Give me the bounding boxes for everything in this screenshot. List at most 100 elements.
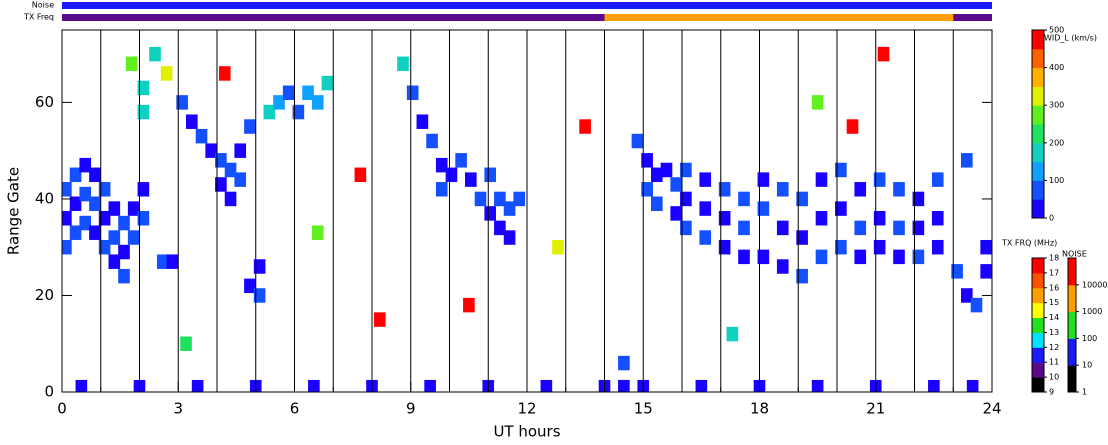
echo-cell xyxy=(738,249,750,265)
noise-bar-label: Noise xyxy=(32,1,54,10)
echo-cell xyxy=(699,201,712,216)
x-tick-label: 21 xyxy=(866,400,885,418)
echo-cell xyxy=(137,211,150,226)
echo-cell xyxy=(618,355,630,371)
echo-cell xyxy=(215,153,227,168)
echo-cell xyxy=(62,239,72,255)
y-tick-label: 20 xyxy=(35,286,54,304)
echo-cell xyxy=(854,220,867,236)
echo-cell xyxy=(321,75,334,91)
echo-cell xyxy=(484,167,496,183)
colorbar-cell xyxy=(1032,142,1044,163)
y-axis-label: Range Gate xyxy=(5,167,23,255)
echo-cell xyxy=(680,191,692,207)
echo-cell xyxy=(234,172,247,187)
echo-cell xyxy=(928,379,940,392)
echo-cell xyxy=(62,182,72,197)
colorbar-tick-label: 12 xyxy=(1049,343,1059,352)
echo-cell xyxy=(282,85,295,100)
echo-cell xyxy=(180,336,192,351)
colorbar-tick-label: 100 xyxy=(1082,334,1097,343)
echo-cell xyxy=(718,211,731,226)
echo-cell xyxy=(680,220,692,236)
echo-cell xyxy=(873,211,886,226)
echo-cell xyxy=(893,249,905,265)
echo-cell xyxy=(893,182,905,197)
echo-cell xyxy=(253,259,266,274)
echo-cell xyxy=(796,268,808,284)
echo-cell xyxy=(670,177,682,192)
colorbar-cell xyxy=(1032,105,1044,125)
echo-cell xyxy=(426,133,438,149)
echo-cell xyxy=(835,201,847,216)
echo-cell xyxy=(873,172,886,187)
echo-cell xyxy=(912,249,925,265)
colorbar-frame xyxy=(1031,29,1045,219)
colorbar-tick-label: 200 xyxy=(1049,138,1064,147)
echo-cell xyxy=(137,80,150,96)
colorbar-cell xyxy=(1032,124,1044,144)
echo-cell xyxy=(186,114,198,129)
echo-cell xyxy=(435,157,448,173)
echo-cell xyxy=(373,312,386,327)
echo-cell xyxy=(961,288,973,303)
echo-cell xyxy=(980,264,992,279)
echo-cell xyxy=(311,95,324,110)
echo-cell xyxy=(484,206,496,221)
echo-cell xyxy=(79,186,92,202)
echo-cell xyxy=(931,172,944,187)
echo-cell xyxy=(463,297,475,313)
echo-cell xyxy=(75,379,88,392)
colorbar-tick-label: 1 xyxy=(1082,388,1087,397)
echo-cell xyxy=(811,95,824,110)
echo-cell xyxy=(137,182,150,197)
echo-cell xyxy=(796,191,808,207)
echo-cell xyxy=(738,220,750,236)
echo-cell xyxy=(815,211,828,226)
echo-cell xyxy=(234,143,247,158)
echo-cell xyxy=(205,143,217,158)
echo-cell xyxy=(796,230,808,245)
echo-cell xyxy=(757,201,770,216)
tx-freq-bar-label: TX Freq xyxy=(23,13,54,22)
echo-cell xyxy=(98,211,111,226)
echo-cell xyxy=(651,167,663,183)
echo-cell xyxy=(397,56,409,72)
x-tick-label: 3 xyxy=(173,400,183,418)
echo-cell xyxy=(176,95,188,110)
echo-cell xyxy=(912,191,925,207)
echo-cell xyxy=(406,85,419,100)
echo-cell xyxy=(195,128,208,144)
echo-cell xyxy=(651,196,663,211)
echo-cell xyxy=(835,239,847,255)
colorbar-cell xyxy=(1032,30,1044,50)
colorbar-cell xyxy=(1032,258,1044,274)
echo-cell xyxy=(244,278,256,294)
echo-cell xyxy=(292,104,305,120)
echo-cell xyxy=(579,119,591,134)
echo-cell xyxy=(815,249,828,265)
echo-cell xyxy=(89,167,101,183)
colorbar-cell xyxy=(1032,180,1044,200)
echo-cell xyxy=(191,379,204,392)
echo-cell xyxy=(244,119,256,134)
echo-cell xyxy=(166,254,179,269)
colorbar-tick-label: 10 xyxy=(1049,373,1059,382)
x-tick-label: 24 xyxy=(982,400,1001,418)
echo-cell xyxy=(127,201,140,216)
echo-cell xyxy=(218,66,231,81)
x-tick-label: 15 xyxy=(634,400,653,418)
echo-cell xyxy=(540,379,553,392)
colorbar-title: TX FRQ (MHz) xyxy=(1001,239,1057,248)
tx-freq-bar-segment xyxy=(604,14,954,21)
colorbar-tick-label: 10 xyxy=(1082,361,1092,370)
colorbar-tick-label: 300 xyxy=(1049,101,1064,110)
echo-cell xyxy=(980,239,992,255)
echo-cell xyxy=(108,201,121,216)
echo-cell xyxy=(118,268,130,284)
colorbar-tick-label: 16 xyxy=(1049,283,1059,292)
echo-cell xyxy=(670,206,682,221)
colorbar-cell xyxy=(1032,86,1044,106)
echo-cell xyxy=(815,172,828,187)
echo-cell xyxy=(89,225,101,240)
